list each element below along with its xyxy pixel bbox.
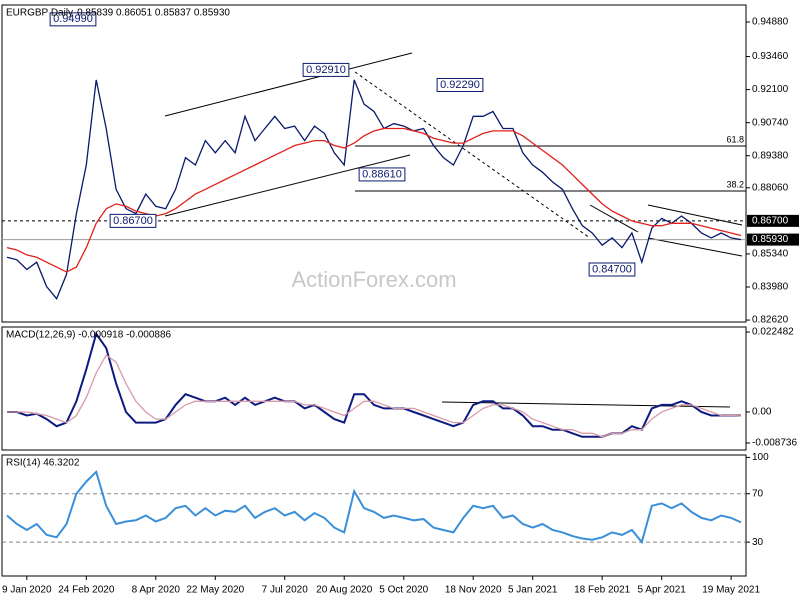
x-tick-label: 22 May 2020 bbox=[186, 585, 244, 596]
series-line bbox=[6, 79, 742, 300]
y-tick-label: 0.93460 bbox=[752, 51, 789, 62]
series-line bbox=[6, 127, 742, 273]
price-tag-label: 0.86700 bbox=[752, 216, 789, 227]
y-tick-label: 0.022482 bbox=[752, 327, 794, 338]
channel-lower bbox=[647, 237, 743, 257]
x-tick-label: 20 Aug 2020 bbox=[316, 585, 373, 596]
x-tick-label: 18 Feb 2021 bbox=[574, 585, 631, 596]
y-tick-label: 0.85340 bbox=[752, 249, 789, 260]
y-tick-label: 0.88060 bbox=[752, 182, 789, 193]
x-tick-label: 5 Oct 2020 bbox=[379, 585, 428, 596]
panel-title: RSI(14) 46.3202 bbox=[6, 458, 80, 469]
y-tick-label: 0.82620 bbox=[752, 315, 789, 326]
price-tag bbox=[747, 233, 799, 246]
annotation-label: 0.84700 bbox=[592, 263, 632, 275]
x-tick-label: 18 Nov 2020 bbox=[445, 585, 502, 596]
y-tick-label: 0.90740 bbox=[752, 117, 789, 128]
price-tag bbox=[747, 214, 799, 227]
channel-lower bbox=[164, 154, 411, 217]
y-tick-label: 0.83980 bbox=[752, 282, 789, 293]
y-tick-label: 70 bbox=[752, 488, 764, 499]
x-tick-label: 9 Jan 2020 bbox=[2, 585, 52, 596]
x-tick-label: 5 Jan 2021 bbox=[508, 585, 558, 596]
fib-label: 38.2 bbox=[726, 179, 744, 189]
x-tick-label: 8 Apr 2020 bbox=[132, 585, 181, 596]
divergence-line bbox=[441, 401, 731, 408]
annotation-box bbox=[588, 262, 636, 277]
panel-frame bbox=[1, 326, 747, 451]
fib-label: 61.8 bbox=[726, 134, 744, 144]
series-line bbox=[7, 354, 742, 438]
panel-subtitle: 0.85839 0.86051 0.85837 0.85930 bbox=[77, 8, 230, 19]
annotation-label: 0.92290 bbox=[440, 79, 480, 91]
panel-title: MACD(12,26,9) -0.000918 -0.000886 bbox=[6, 330, 172, 341]
panel-frame bbox=[1, 4, 747, 323]
panel-frame bbox=[1, 454, 747, 577]
channel-upper bbox=[589, 204, 639, 233]
channel-upper bbox=[164, 52, 413, 117]
annotation-box bbox=[49, 12, 97, 27]
annotation-label: 0.86700 bbox=[113, 215, 153, 227]
annotation-box bbox=[109, 213, 157, 228]
panel-title: EURGBP Daily bbox=[6, 8, 73, 19]
annotation-box bbox=[358, 167, 406, 182]
trend-lines bbox=[164, 52, 743, 408]
annotation-box bbox=[302, 62, 350, 77]
annotation-label: 0.88610 bbox=[362, 168, 402, 180]
watermark: ActionForex.com bbox=[291, 267, 456, 292]
x-tick-label: 5 Apr 2021 bbox=[637, 585, 686, 596]
x-tick-label: 7 Jul 2020 bbox=[262, 585, 309, 596]
y-tick-label: 0.94880 bbox=[752, 17, 789, 28]
y-tick-label: -0.008736 bbox=[752, 438, 797, 449]
price-tag-label: 0.85930 bbox=[752, 234, 789, 245]
y-tick-label: 0.92100 bbox=[752, 84, 789, 95]
y-tick-label: 100 bbox=[752, 452, 769, 463]
y-tick-label: 0.89380 bbox=[752, 150, 789, 161]
series-line bbox=[6, 470, 742, 545]
y-tick-label: 30 bbox=[752, 537, 764, 548]
x-tick-label: 24 Feb 2020 bbox=[58, 585, 115, 596]
annotation-box bbox=[436, 77, 484, 92]
annotation-label: 0.94990 bbox=[53, 13, 93, 25]
y-tick-label: 0.00 bbox=[752, 407, 772, 418]
x-tick-label: 19 May 2021 bbox=[702, 585, 760, 596]
annotation-label: 0.92910 bbox=[306, 64, 346, 76]
channel-upper bbox=[647, 204, 743, 226]
